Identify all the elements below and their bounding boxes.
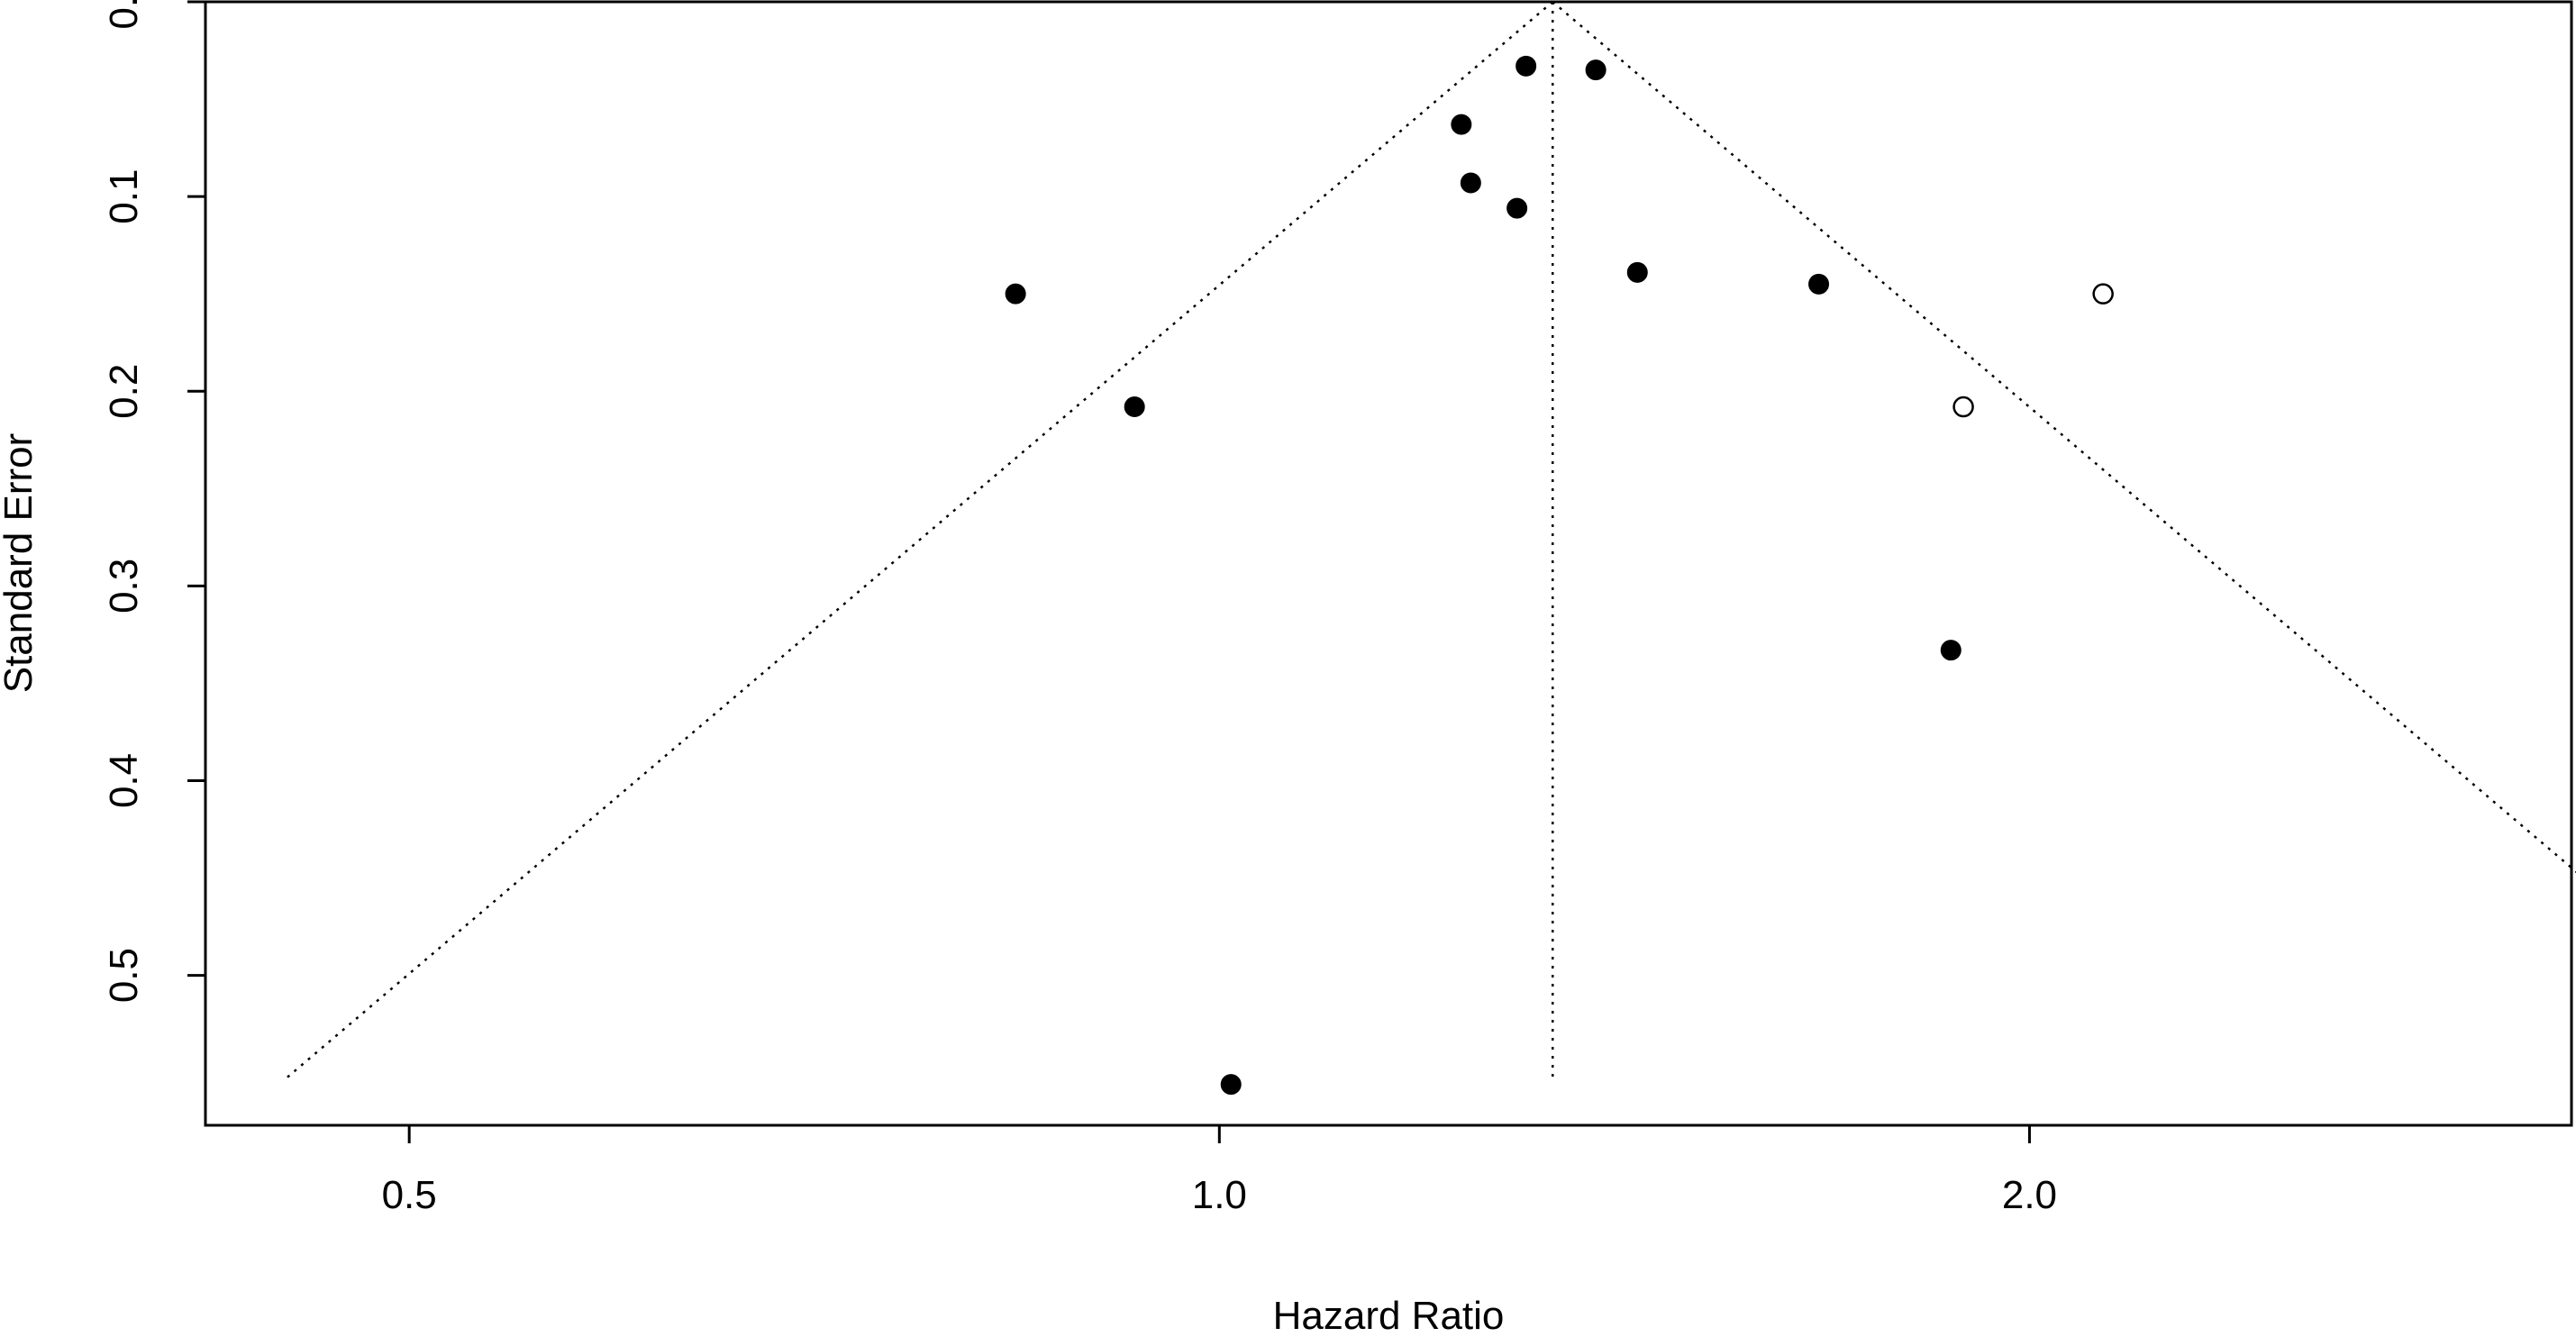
y-axis-title: Standard Error [0,433,41,694]
study-point [1940,640,1962,661]
y-axis: 0.0 0.1 0.2 0.3 0.4 0.5 [102,0,205,1003]
plot-frame [204,0,2573,1127]
y-tick-label: 0.5 [102,948,146,1003]
study-point [1005,283,1026,305]
funnel-lines [285,1,2576,1080]
study-point [1516,55,1537,77]
y-tick-label: 0.0 [102,0,146,30]
study-point [1626,261,1648,283]
study-point [1220,1074,1242,1096]
x-axis-title: Hazard Ratio [1273,1294,1505,1332]
funnel-right-line [1552,1,2576,874]
x-axis: 0.5 1.0 2.0 [382,1125,2057,1217]
study-point [1460,172,1481,194]
imputed-study-point [2092,283,2114,305]
y-tick-label: 0.4 [102,753,146,808]
data-points [1005,55,2114,1096]
study-point [1506,197,1528,219]
study-point [1451,114,1472,135]
y-tick-label: 0.2 [102,364,146,419]
study-point [1585,59,1607,81]
funnel-left-line [285,1,1554,1080]
study-point [1808,273,1830,295]
y-tick-label: 0.3 [102,559,146,614]
imputed-study-point [1952,396,1974,418]
study-point [1124,396,1145,418]
x-tick-label: 2.0 [2002,1173,2057,1217]
x-tick-label: 0.5 [382,1173,437,1217]
x-tick-label: 1.0 [1192,1173,1247,1217]
y-tick-label: 0.1 [102,169,146,224]
